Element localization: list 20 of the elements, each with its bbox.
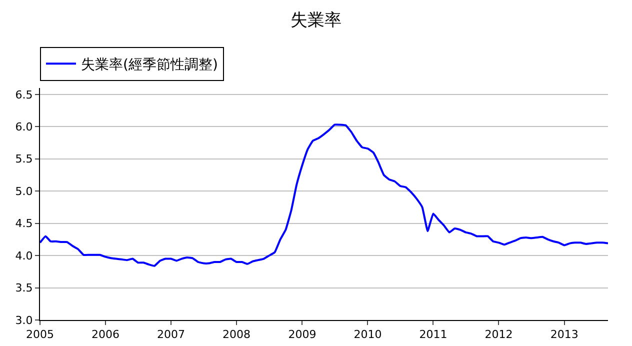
y-tick-label: 5.5: [15, 152, 33, 166]
y-tick-label: 5.0: [15, 184, 33, 198]
y-tick-label: 6.5: [15, 88, 33, 102]
chart-title: 失業率: [290, 10, 342, 31]
line-series: [40, 124, 608, 267]
x-tick-label: 2009: [288, 328, 316, 342]
legend-label: 失業率(經季節性調整): [81, 57, 218, 74]
x-tick-label: 2010: [354, 328, 382, 342]
x-tick-label: 2012: [484, 328, 513, 342]
y-tick-label: 3.5: [15, 282, 33, 295]
x-tick-label: 2011: [419, 328, 448, 342]
x-tick-label: 2005: [26, 328, 54, 342]
x-tick-label: 2007: [157, 328, 186, 342]
x-tick-label: 2008: [222, 328, 251, 342]
y-tick-label: 4.5: [15, 217, 33, 230]
x-tick-label: 2006: [92, 328, 120, 342]
y-tick-label: 4.0: [15, 249, 33, 262]
y-tick-label: 3.0: [15, 314, 33, 327]
y-tick-label: 6.0: [15, 120, 33, 134]
x-tick-label: 2013: [550, 328, 578, 342]
